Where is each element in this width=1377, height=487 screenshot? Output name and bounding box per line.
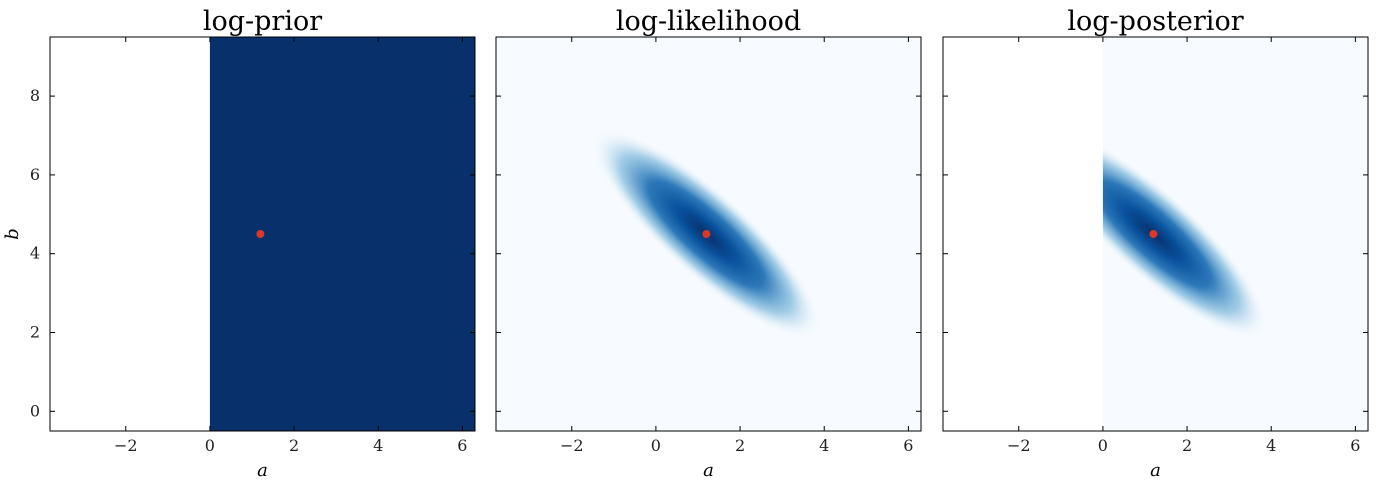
- x-tick-label: 6: [457, 436, 467, 455]
- x-tick-label: 4: [373, 436, 383, 455]
- y-tick-label: 0: [30, 401, 40, 420]
- x-tick-label: 4: [1266, 436, 1276, 455]
- x-tick-label: −2: [560, 436, 584, 455]
- ticks: −2 0 2 4 6 0 2 4 6 8: [30, 37, 475, 455]
- panel-log-posterior: log-posterior −2 0 2 4 6 a: [942, 6, 1369, 481]
- panel-log-prior: log-prior −2 0 2 4 6 0 2 4 6 8 a b: [2, 6, 476, 481]
- x-tick-label: 6: [903, 436, 913, 455]
- y-tick-label: 6: [30, 165, 40, 184]
- x-tick-label: 2: [289, 436, 299, 455]
- x-tick-label: 6: [1350, 436, 1360, 455]
- plot-frame: [495, 36, 922, 432]
- x-axis-label: a: [257, 460, 268, 481]
- y-tick-label: 8: [30, 86, 40, 105]
- plot-frame: [49, 36, 476, 432]
- x-tick-label: 0: [205, 436, 215, 455]
- x-axis-label: a: [703, 460, 714, 481]
- x-tick-label: 0: [1098, 436, 1108, 455]
- x-tick-label: 2: [735, 436, 745, 455]
- panel-title-log-posterior: log-posterior: [1067, 6, 1243, 37]
- y-axis-label: b: [2, 228, 23, 240]
- panel-log-likelihood: log-likelihood −2 0 2 4 6 a: [495, 6, 922, 481]
- y-tick-label: 2: [30, 323, 40, 342]
- x-tick-label: 2: [1182, 436, 1192, 455]
- panel-title-log-prior: log-prior: [203, 6, 322, 37]
- mode-marker: [256, 230, 265, 238]
- x-tick-label: −2: [1007, 436, 1031, 455]
- mode-marker: [702, 230, 711, 238]
- x-tick-label: 4: [819, 436, 829, 455]
- x-tick-label: 0: [651, 436, 661, 455]
- prior-support-region: [209, 37, 475, 431]
- ticks: −2 0 2 4 6: [496, 37, 921, 455]
- panel-title-log-likelihood: log-likelihood: [616, 6, 801, 37]
- plot-frame: [942, 36, 1369, 432]
- y-tick-label: 4: [30, 244, 40, 263]
- x-tick-label: −2: [114, 436, 138, 455]
- ticks: −2 0 2 4 6: [943, 37, 1368, 455]
- x-axis-label: a: [1150, 460, 1161, 481]
- mode-marker: [1149, 230, 1158, 238]
